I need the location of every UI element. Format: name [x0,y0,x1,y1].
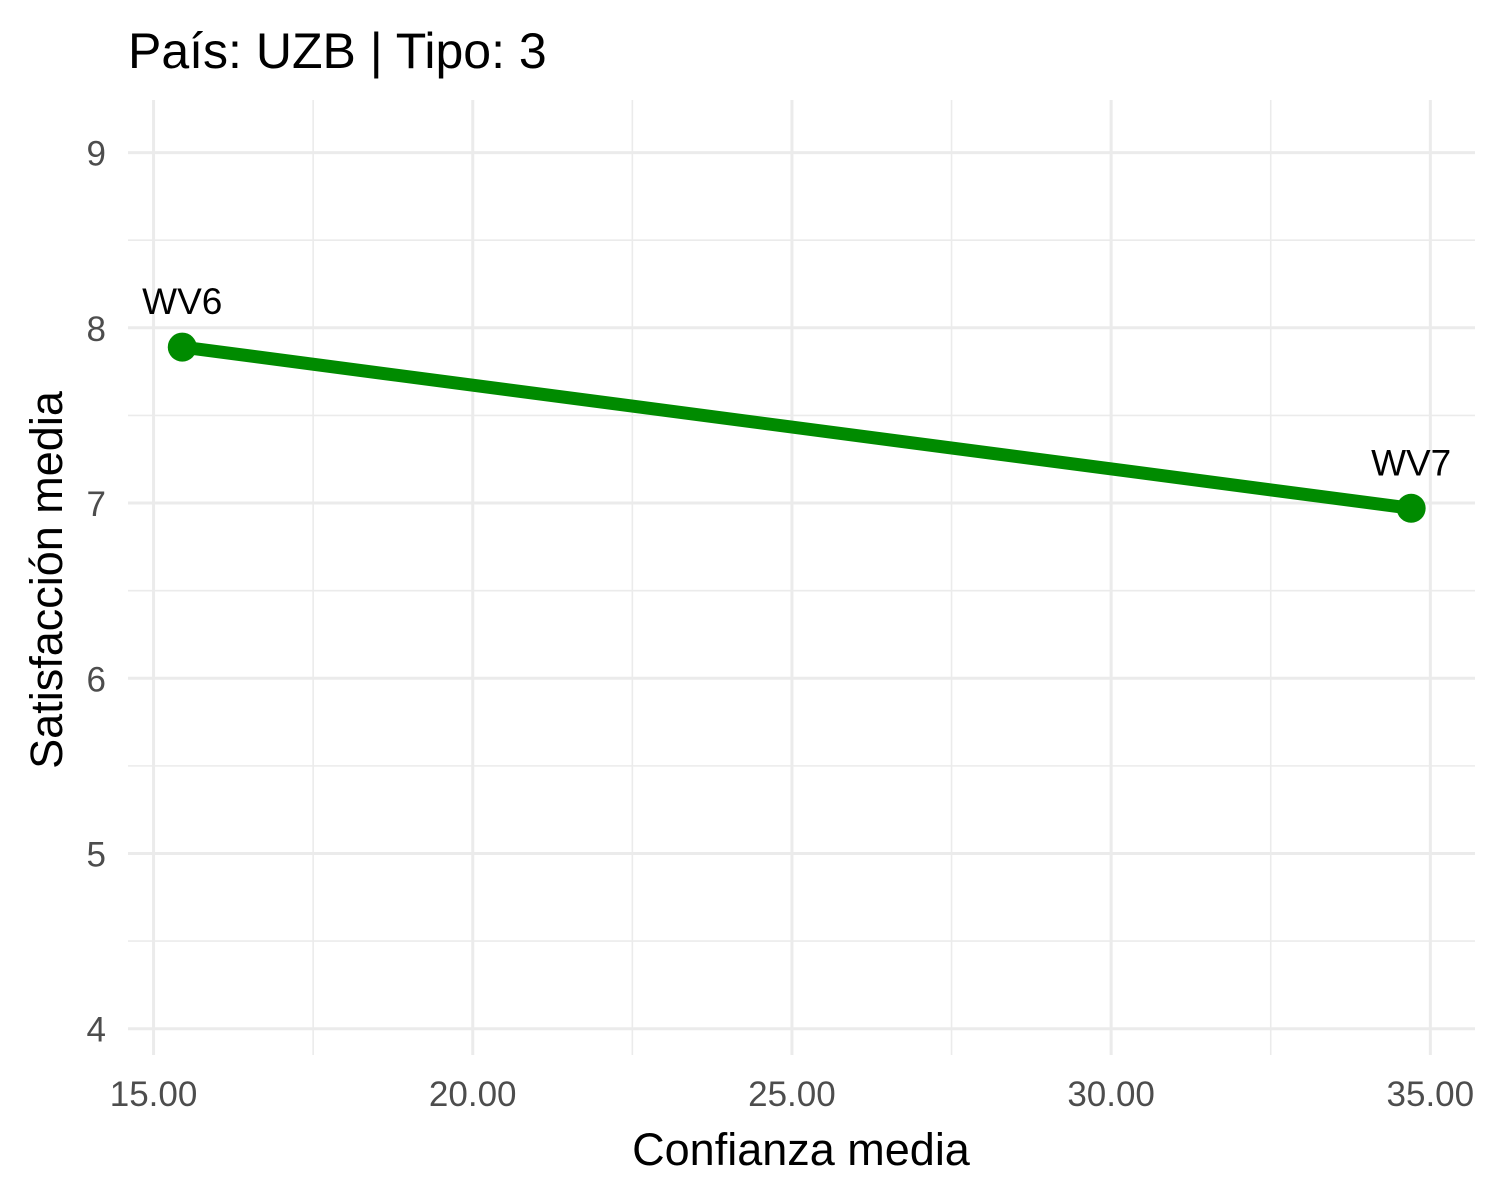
point-label: WV7 [1371,442,1451,483]
x-tick-label: 35.00 [1387,1075,1475,1114]
y-tick-label: 5 [87,835,106,874]
x-tick-label: 20.00 [429,1075,517,1114]
y-tick-label: 6 [87,660,106,699]
x-tick-label: 30.00 [1067,1075,1155,1114]
data-point [167,332,197,362]
y-tick-label: 4 [87,1011,106,1050]
y-tick-label: 8 [87,310,106,349]
data-point [1396,493,1426,523]
y-axis-ticks: 4 5 6 7 8 9 [87,135,106,1050]
chart-title: País: UZB | Tipo: 3 [128,23,547,79]
x-tick-label: 15.00 [110,1075,198,1114]
x-axis-ticks: 15.00 20.00 25.00 30.00 35.00 [110,1075,1474,1114]
series [167,332,1426,523]
x-axis-title: Confianza media [632,1124,971,1175]
grid [128,100,1475,1055]
y-axis-title: Satisfacción media [21,390,72,769]
series-line [181,340,1413,515]
point-labels: WV6 WV7 [142,281,1451,483]
x-tick-label: 25.00 [748,1075,836,1114]
y-tick-label: 7 [87,485,106,524]
y-tick-label: 9 [87,135,106,174]
point-label: WV6 [142,281,222,322]
